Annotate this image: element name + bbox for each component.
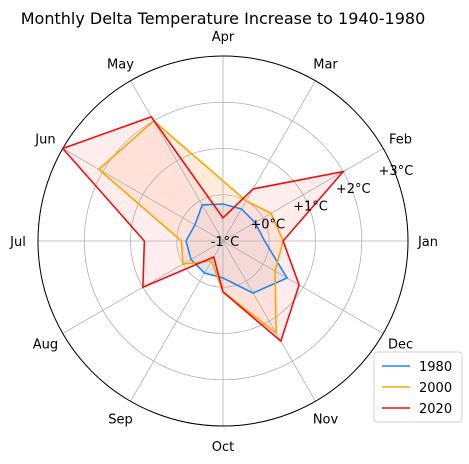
- series-line-2020: [61, 115, 346, 343]
- radial-label: +3°C: [379, 164, 414, 179]
- angular-gridline: [130, 240, 224, 402]
- angle-label-mar: Mar: [313, 57, 338, 72]
- series-line-1980: [185, 203, 289, 294]
- angle-label-jul: Jul: [9, 235, 26, 250]
- angle-label-dec: Dec: [388, 338, 413, 353]
- angle-label-oct: Oct: [212, 440, 234, 455]
- angle-label-aug: Aug: [33, 338, 58, 353]
- angle-label-may: May: [107, 57, 134, 72]
- angle-label-apr: Apr: [212, 30, 235, 45]
- chart-title: Monthly Delta Temperature Increase to 19…: [21, 9, 426, 28]
- radial-label: +0°C: [250, 217, 285, 232]
- radial-label: +2°C: [336, 182, 371, 197]
- angle-label-nov: Nov: [313, 413, 339, 428]
- angle-label-sep: Sep: [108, 413, 133, 428]
- angular-gridline: [62, 148, 224, 242]
- legend-label-2000: 2000: [419, 381, 452, 396]
- angle-tick-labels: Jan Feb Mar Apr May Jun Jul Aug Sep Oct Nov Dec: [9, 30, 438, 455]
- polar-grid: [37, 55, 409, 427]
- legend-box: [373, 351, 463, 423]
- angular-gridline: [222, 80, 316, 242]
- series-line-2000: [97, 119, 284, 335]
- series-fill-2000: [98, 120, 284, 334]
- radial-tick-labels: -1°C +0°C +1°C +2°C +3°C: [211, 164, 414, 250]
- legend: 1980 2000 2020: [373, 351, 463, 423]
- angle-label-feb: Feb: [389, 133, 412, 148]
- angular-gridline: [222, 240, 384, 334]
- radial-label: +1°C: [293, 200, 328, 215]
- angular-gridline: [130, 80, 224, 242]
- angle-label-jan: Jan: [417, 235, 438, 250]
- radial-label: -1°C: [211, 235, 240, 250]
- series-lines: [61, 115, 346, 343]
- angle-label-jun: Jun: [34, 133, 55, 148]
- angular-gridline: [222, 148, 384, 242]
- polar-frame: [37, 55, 409, 427]
- angular-gridline: [222, 240, 316, 402]
- legend-label-2020: 2020: [419, 402, 452, 417]
- legend-label-1980: 1980: [419, 360, 452, 375]
